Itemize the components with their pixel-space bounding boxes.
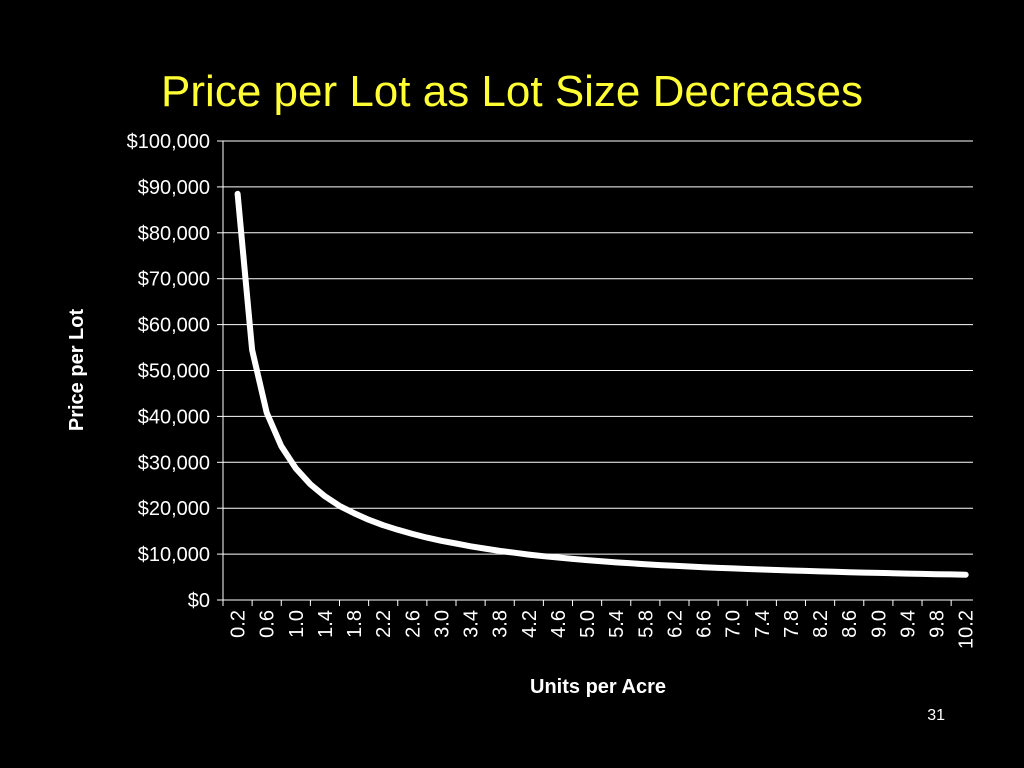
y-tick-label: $100,000 xyxy=(127,131,210,153)
axes xyxy=(217,140,973,606)
x-axis-label: Units per Acre xyxy=(530,676,666,698)
x-tick-label: 8.2 xyxy=(810,610,832,638)
y-tick-label: $60,000 xyxy=(138,315,210,337)
x-tick-label: 8.6 xyxy=(839,610,861,638)
x-tick-label: 0.2 xyxy=(228,610,250,638)
x-tick-label: 5.8 xyxy=(635,610,657,638)
slide-title: Price per Lot as Lot Size Decreases xyxy=(161,67,863,116)
x-tick-label: 4.6 xyxy=(548,610,570,638)
y-tick-label: $20,000 xyxy=(138,498,210,520)
x-tick-label: 3.8 xyxy=(490,610,512,638)
x-tick-label: 3.0 xyxy=(431,610,453,638)
y-tick-label: $50,000 xyxy=(138,361,210,383)
x-tick-labels: 0.2 0.6 1.0 1.4 1.8 2.2 2.6 3.0 3.4 3.8 4.2 4.6 5.0 5… xyxy=(228,610,978,649)
page-number: 31 xyxy=(927,707,945,724)
y-tick-labels: $0 $10,000 $20,000 $30,000 $40,000 $50,000 $60… xyxy=(127,131,210,612)
x-tick-label: 1.8 xyxy=(344,610,366,638)
x-tick-label: 5.4 xyxy=(606,610,628,638)
x-tick-label: 9.8 xyxy=(927,610,949,638)
x-tick-label: 6.6 xyxy=(694,610,716,638)
x-tick-label: 9.4 xyxy=(897,610,919,638)
x-tick-label: 6.2 xyxy=(664,610,686,638)
x-tick-label: 3.4 xyxy=(461,610,483,638)
x-tick-label: 7.8 xyxy=(781,610,803,638)
x-tick-label: 7.0 xyxy=(723,610,745,638)
y-tick-label: $0 xyxy=(188,590,210,612)
y-tick-label: $10,000 xyxy=(138,544,210,566)
x-tick-label: 0.6 xyxy=(257,610,279,638)
series-line xyxy=(234,190,969,578)
y-tick-label: $80,000 xyxy=(138,223,210,245)
y-axis-label: Price per Lot xyxy=(66,309,88,432)
y-tick-label: $90,000 xyxy=(138,177,210,199)
y-tick-label: $30,000 xyxy=(138,452,210,474)
x-tick-label: 4.2 xyxy=(519,610,541,638)
x-tick-label: 7.4 xyxy=(752,610,774,638)
x-tick-label: 1.0 xyxy=(286,610,308,638)
data-series xyxy=(234,190,969,578)
y-tick-label: $70,000 xyxy=(138,269,210,291)
x-tick-label: 1.4 xyxy=(315,610,337,638)
x-tick-label: 5.0 xyxy=(577,610,599,638)
y-tick-label: $40,000 xyxy=(138,406,210,428)
x-tick-label: 2.6 xyxy=(402,610,424,638)
x-tick-label: 10.2 xyxy=(956,610,978,649)
x-tick-label: 9.0 xyxy=(868,610,890,638)
x-tick-label: 2.2 xyxy=(373,610,395,638)
gridlines xyxy=(223,140,973,555)
